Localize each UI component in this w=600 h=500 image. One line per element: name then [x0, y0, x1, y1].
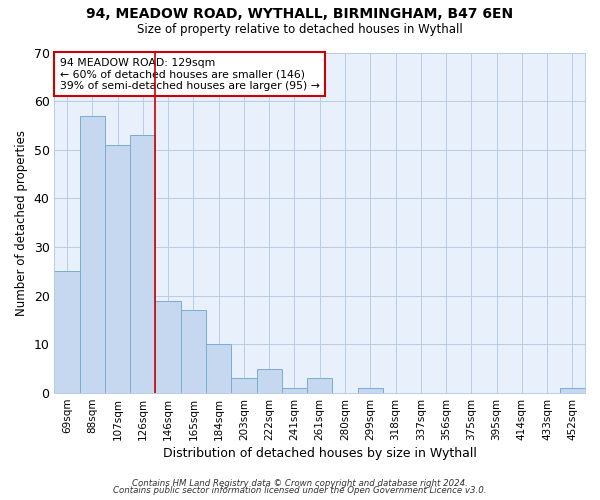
Bar	[358, 388, 383, 393]
Bar	[130, 135, 155, 393]
Bar	[282, 388, 307, 393]
Bar	[257, 368, 282, 393]
Text: 94, MEADOW ROAD, WYTHALL, BIRMINGHAM, B47 6EN: 94, MEADOW ROAD, WYTHALL, BIRMINGHAM, B4…	[86, 8, 514, 22]
X-axis label: Distribution of detached houses by size in Wythall: Distribution of detached houses by size …	[163, 447, 476, 460]
Bar	[55, 272, 80, 393]
Bar	[206, 344, 231, 393]
Bar	[105, 145, 130, 393]
Text: Contains HM Land Registry data © Crown copyright and database right 2024.: Contains HM Land Registry data © Crown c…	[132, 478, 468, 488]
Text: Size of property relative to detached houses in Wythall: Size of property relative to detached ho…	[137, 22, 463, 36]
Bar	[181, 310, 206, 393]
Y-axis label: Number of detached properties: Number of detached properties	[15, 130, 28, 316]
Text: Contains public sector information licensed under the Open Government Licence v3: Contains public sector information licen…	[113, 486, 487, 495]
Bar	[307, 378, 332, 393]
Bar	[560, 388, 585, 393]
Bar	[231, 378, 257, 393]
Text: 94 MEADOW ROAD: 129sqm
← 60% of detached houses are smaller (146)
39% of semi-de: 94 MEADOW ROAD: 129sqm ← 60% of detached…	[60, 58, 320, 91]
Bar	[155, 300, 181, 393]
Bar	[80, 116, 105, 393]
